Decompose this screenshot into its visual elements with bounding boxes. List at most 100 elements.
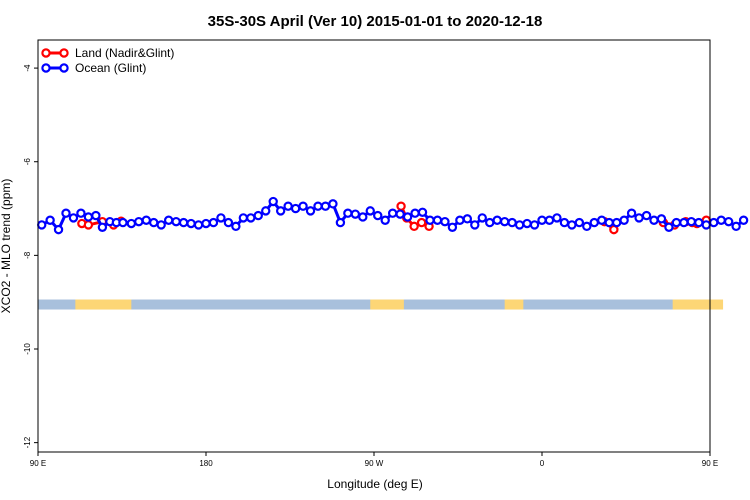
data-point: [350, 209, 361, 219]
data-point: [223, 217, 234, 228]
data-point: [634, 213, 644, 223]
data-point: [425, 215, 435, 225]
y-axis: -4 -6 -8 -10 -12: [23, 64, 38, 448]
data-point: [335, 217, 346, 228]
data-point: [649, 215, 659, 225]
data-point: [261, 206, 271, 216]
y-axis-label: XCO2 - MLO trend (ppm): [0, 179, 13, 314]
data-point: [499, 216, 510, 227]
data-point: [604, 217, 614, 228]
land-segment: [504, 299, 524, 310]
data-point: [432, 215, 443, 225]
data-point: [656, 214, 667, 224]
chart-title: 35S-30S April (Ver 10) 2015-01-01 to 202…: [208, 13, 543, 30]
data-point: [641, 210, 652, 221]
data-point: [537, 215, 547, 225]
legend-label: Land (Nadir&Glint): [75, 46, 174, 60]
data-point: [156, 220, 166, 230]
data-point: [477, 213, 487, 223]
data-point: [529, 220, 540, 230]
data-point: [283, 201, 293, 211]
data-point: [238, 213, 249, 223]
data-point: [134, 216, 144, 227]
data-point: [514, 220, 525, 230]
legend-marker: [41, 48, 51, 58]
data-point: [305, 206, 316, 216]
data-point: [567, 220, 577, 230]
data-point: [216, 213, 226, 223]
data-point: [597, 215, 607, 225]
x-tick-label: 180: [199, 459, 213, 468]
y-tick-label: -6: [23, 158, 32, 166]
x-tick-label: 90 W: [365, 459, 384, 468]
data-point: [686, 216, 697, 227]
data-point: [671, 217, 682, 228]
data-point: [61, 208, 71, 218]
data-point: [507, 217, 517, 228]
data-point: [83, 212, 94, 222]
data-point: [208, 217, 219, 228]
data-point: [522, 218, 532, 229]
data-point: [231, 221, 241, 232]
y-tick-label: -12: [23, 436, 32, 448]
data-point: [417, 207, 428, 217]
data-point: [619, 215, 629, 225]
data-point: [544, 215, 555, 225]
data-point: [178, 217, 189, 228]
data-point: [709, 217, 719, 228]
data-point: [455, 215, 465, 225]
series-ocean: [37, 196, 749, 235]
data-point: [395, 209, 405, 219]
data-point: [358, 212, 368, 222]
data-point: [76, 208, 86, 218]
data-point: [320, 201, 331, 211]
data-point: [574, 217, 585, 228]
data-point: [246, 213, 256, 223]
data-point: [149, 217, 159, 228]
data-point: [298, 201, 308, 211]
data-point: [201, 218, 211, 229]
legend-marker: [41, 63, 51, 73]
data-point: [738, 215, 749, 225]
data-point: [402, 212, 413, 222]
land-segment: [75, 299, 132, 310]
data-point: [440, 216, 450, 227]
data-point: [387, 208, 398, 218]
data-point: [141, 215, 151, 225]
data-point: [492, 215, 502, 225]
data-point: [716, 215, 726, 225]
x-axis: 90 E 180 90 W 0 90 E: [30, 452, 718, 468]
data-point: [380, 215, 390, 225]
data-point: [268, 196, 278, 207]
land-segment: [672, 299, 724, 310]
data-point: [679, 217, 689, 228]
data-point: [731, 221, 741, 232]
data-point: [462, 214, 473, 224]
data-point: [664, 222, 674, 232]
data-point: [91, 210, 101, 221]
data-point: [45, 215, 55, 225]
data-point: [559, 217, 570, 228]
data-point: [126, 218, 137, 229]
series-layer: [37, 196, 749, 235]
x-axis-label: Longitude (deg E): [327, 477, 422, 491]
data-point: [97, 222, 108, 232]
data-point: [611, 217, 622, 228]
data-point: [373, 210, 383, 221]
data-point: [552, 213, 562, 223]
data-point: [396, 201, 406, 211]
data-point: [83, 220, 94, 230]
data-point: [701, 220, 711, 230]
y-tick-label: -4: [23, 64, 32, 72]
data-point: [193, 220, 204, 230]
data-point: [275, 206, 286, 216]
legend-label: Ocean (Glint): [75, 61, 146, 75]
data-point: [171, 216, 181, 227]
series-land: [77, 201, 711, 235]
data-point: [485, 217, 495, 228]
data-point: [53, 224, 64, 235]
legend-marker: [59, 48, 69, 58]
data-point: [694, 217, 704, 228]
land-band: [38, 299, 724, 310]
